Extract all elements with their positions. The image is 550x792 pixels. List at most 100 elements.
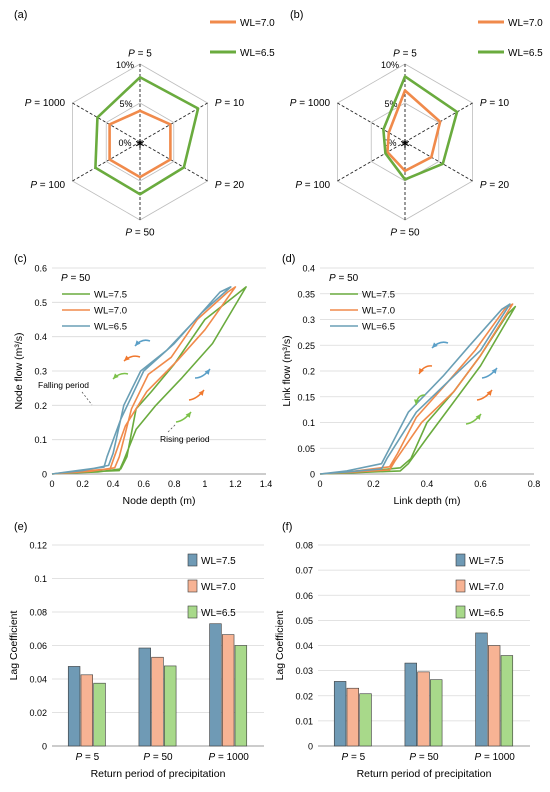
bar <box>333 681 347 747</box>
bar <box>164 665 177 747</box>
bar <box>93 682 106 747</box>
y-tick-label: 0.25 <box>297 341 315 351</box>
radar-spoke <box>404 141 475 183</box>
radar-axis-label: P = 10 <box>480 98 510 109</box>
y-tick-label: 0.4 <box>34 332 47 342</box>
y-tick-label: 0.12 <box>29 541 47 551</box>
arrow-green-rising-head <box>185 412 191 418</box>
y-axis-title: Link flow (m³/s) <box>281 335 293 406</box>
y-tick-label: 0.03 <box>295 666 313 676</box>
radar-axis-label: P = 50 <box>125 228 155 239</box>
legend-label: WL=7.5 <box>201 556 236 567</box>
legend-label: WL=7.0 <box>240 18 275 29</box>
panel-label: (b) <box>290 9 303 21</box>
line-chart-2: 0 0.1 0.2 0.3 0.4 0.5 0.6 0 0.2 0.4 0.6 0.8 1 1.2 1.4 N… <box>13 253 272 507</box>
y-tick-label: 0.35 <box>297 289 315 299</box>
bar <box>234 645 248 747</box>
y-tick-label: 0.3 <box>34 367 47 377</box>
arrow-blue-rising-head <box>204 369 210 375</box>
series-line-WL=7.5 <box>319 305 517 475</box>
y-tick-label: 0.05 <box>297 444 315 454</box>
falling-period-note: Falling period <box>38 380 89 390</box>
radar-ring <box>105 102 175 182</box>
x-tick-label: P = 1000 <box>209 752 250 763</box>
x-tick-label: P = 5 <box>76 752 100 763</box>
legend-swatch <box>187 553 198 567</box>
arrow-orange-falling-head <box>124 355 130 361</box>
bar <box>359 693 372 747</box>
radar-series-WL=7.0 <box>386 89 442 173</box>
x-tick-label: 0.6 <box>137 479 150 489</box>
x-tick-label: 0.2 <box>367 479 380 489</box>
legend-label: WL=7.5 <box>94 290 127 301</box>
y-tick-label: 0.1 <box>34 435 47 445</box>
y-tick-label: 0.06 <box>29 641 47 651</box>
y-tick-label: 0.04 <box>295 641 313 651</box>
arrow-orange-rising-head <box>198 390 204 396</box>
bar <box>209 623 222 747</box>
legend-swatch <box>455 579 466 593</box>
arrow-blue-falling-head <box>432 342 438 348</box>
x-tick-label: 0.4 <box>107 479 120 489</box>
falling-note-leader <box>81 391 93 406</box>
series-line-WL=7.5 <box>51 286 247 475</box>
legend-label: WL=7.0 <box>94 306 127 317</box>
arrow-blue-rising-head <box>491 368 497 374</box>
ring-label: 10% <box>381 60 399 70</box>
series-line-WL=7.0 <box>51 286 237 475</box>
y-tick-label: 0 <box>308 742 313 752</box>
y-axis-title: Node flow (m³/s) <box>13 332 25 409</box>
y-tick-label: 0.02 <box>29 708 47 718</box>
x-tick-label: P = 50 <box>143 752 173 763</box>
y-tick-label: 0 <box>42 742 47 752</box>
legend-label: WL=7.0 <box>362 306 395 317</box>
x-tick-label: P = 50 <box>409 752 439 763</box>
legend-swatch <box>455 553 466 567</box>
radar-series-WL=6.5 <box>382 75 459 181</box>
rising-note-leader <box>167 423 177 433</box>
x-tick-label: 1 <box>202 479 207 489</box>
y-tick-label: 0.5 <box>34 298 47 308</box>
radar-axis-label: P = 20 <box>215 180 245 191</box>
annotation-label: P = 50 <box>61 273 91 284</box>
radar-axis-label: P = 100 <box>295 180 330 191</box>
bar <box>404 662 417 747</box>
x-tick-label: 1.2 <box>229 479 242 489</box>
legend-label: WL=7.0 <box>469 582 504 593</box>
legend-swatch <box>187 605 198 619</box>
arrow-green-falling-head <box>113 373 119 379</box>
radar-axis-label: P = 5 <box>128 48 152 59</box>
bar <box>500 655 514 747</box>
arrow-green-falling-head <box>413 399 420 405</box>
radar-axis-label: P = 1000 <box>290 98 331 109</box>
x-tick-label: 0.8 <box>168 479 181 489</box>
radar-spoke <box>335 101 406 143</box>
x-tick-label: 1.4 <box>260 479 273 489</box>
legend-label: WL=6.5 <box>201 608 236 619</box>
series-line-WL=6.5 <box>51 286 232 475</box>
x-tick-label: 0 <box>49 479 54 489</box>
panel-label: (c) <box>14 253 27 265</box>
y-tick-label: 0.2 <box>34 401 47 411</box>
arrow-green-rising-head <box>475 414 481 420</box>
y-tick-label: 0.01 <box>295 716 313 726</box>
radar-axis-label: P = 1000 <box>25 98 66 109</box>
bar <box>417 671 430 747</box>
y-tick-label: 0.02 <box>295 691 313 701</box>
y-tick-label: 0.4 <box>302 264 315 274</box>
bar <box>488 645 501 747</box>
radar-series-WL=6.5 <box>94 75 200 196</box>
bar <box>80 674 93 747</box>
x-tick-label: P = 1000 <box>475 752 516 763</box>
bar <box>475 632 488 747</box>
y-tick-label: 0.04 <box>29 675 47 685</box>
line-chart-3: 0 0.05 0.1 0.15 0.2 0.25 0.3 0.35 0.4 0 0.2 0.4 0.6 0… <box>281 253 540 507</box>
x-axis-title: Return period of precipitation <box>91 768 226 780</box>
y-tick-label: 0 <box>42 470 47 480</box>
y-tick-label: 0.2 <box>302 367 315 377</box>
y-tick-label: 0.1 <box>34 574 47 584</box>
legend-swatch <box>455 605 466 619</box>
legend-label: WL=6.5 <box>469 608 504 619</box>
y-tick-label: 0.15 <box>297 392 315 402</box>
